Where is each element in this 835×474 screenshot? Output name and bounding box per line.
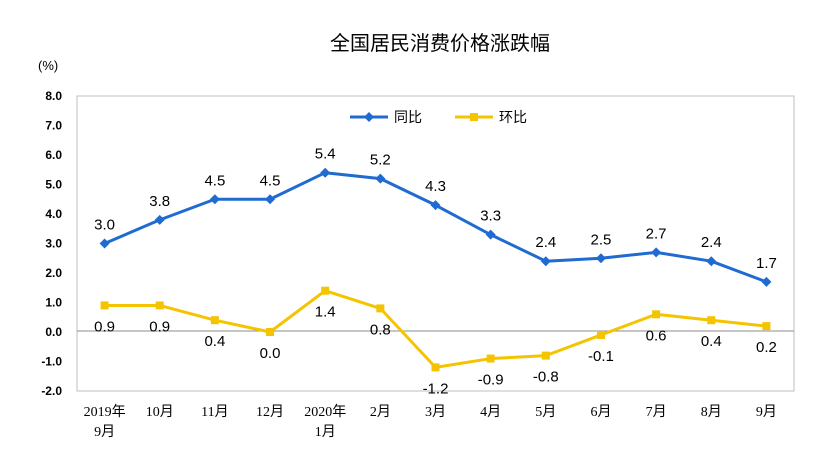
x-tick-label: 3月 [425,404,446,420]
data-point-mom [652,310,661,319]
x-tick-label: 2019年 [84,404,126,420]
x-tick-label: 7月 [646,404,667,420]
data-point-yoy [265,194,276,205]
x-tick-label: 9月 [94,424,115,440]
data-point-yoy [761,276,772,287]
data-point-mom [486,354,495,363]
data-label-yoy: 2.4 [701,234,722,251]
data-label-mom: 0.9 [149,318,170,335]
data-point-mom [541,351,550,360]
data-point-yoy [595,253,606,264]
data-label-mom: -0.1 [588,348,614,365]
data-point-yoy [99,238,110,249]
y-tick-label: 3.0 [45,237,62,251]
data-point-mom [321,286,330,295]
data-label-mom: 0.8 [370,321,391,338]
data-point-yoy [485,229,496,240]
series-line-mom [104,289,767,369]
data-label-mom: 0.2 [756,339,777,356]
data-point-mom [596,330,605,339]
data-label-yoy: 4.5 [204,172,225,189]
x-tick-label: 10月 [146,404,174,420]
data-label-mom: -0.8 [533,369,559,386]
data-point-mom [100,301,109,310]
x-tick-label: 2月 [370,404,391,420]
data-point-mom [155,301,164,310]
data-point-mom [266,328,275,336]
data-label-mom: 0.9 [94,318,115,335]
data-label-mom: 0.4 [701,333,722,350]
y-tick-label: 4.0 [45,207,62,221]
data-label-mom: 0.6 [646,327,667,344]
data-point-yoy [320,167,331,178]
data-point-yoy [209,194,220,205]
series-layer [99,167,772,372]
data-label-yoy: 4.5 [260,172,281,189]
legend: 同比 环比 [350,109,527,125]
y-axis-ticks: 8.0 7.0 6.0 5.0 4.0 3.0 2.0 1.0 0.0 -1.0 -2.0 [41,89,62,398]
x-tick-label: 8月 [701,404,722,420]
data-label-mom: -1.2 [423,380,449,397]
y-tick-label: 0.0 [45,325,62,339]
x-tick-label: 2020年 [304,404,346,420]
x-tick-label: 6月 [590,404,611,420]
x-tick-label: 5月 [535,404,556,420]
data-label-yoy: 3.3 [480,208,501,225]
legend-marker-mom [470,113,478,121]
y-tick-label: 7.0 [45,119,62,133]
data-point-mom [431,363,440,372]
x-tick-label: 9月 [756,404,777,420]
data-point-yoy [430,200,441,211]
x-tick-label: 11月 [201,404,228,420]
data-point-mom [376,304,385,313]
data-label-yoy: 5.2 [370,152,391,169]
data-labels: 3.0 3.8 4.5 4.5 5.4 5.2 4.3 3.3 2.4 2.5 2.7 2.4 1.7 0… [94,146,777,398]
chart-title: 全国居民消费价格涨跌幅 [330,32,550,55]
data-label-mom: 0.0 [260,345,281,362]
x-tick-label: 4月 [480,404,501,420]
data-point-yoy [375,173,386,184]
data-label-mom: -0.9 [478,372,504,389]
y-tick-label: -2.0 [41,384,62,398]
data-label-yoy: 1.7 [756,255,777,272]
data-point-mom [707,316,716,325]
data-label-yoy: 5.4 [315,146,336,163]
data-label-mom: 0.4 [204,333,225,350]
x-axis-ticks: 2019年 9月 10月 11月 12月 2020年 1月 2月 3月 4月 5月 6月 7月 8月 9月 [84,404,777,440]
data-point-yoy [706,256,717,267]
data-point-mom [762,322,771,331]
data-label-yoy: 3.8 [149,193,170,210]
y-tick-label: 5.0 [45,178,62,192]
x-tick-label: 1月 [315,424,336,440]
data-point-yoy [651,247,662,258]
data-label-mom: 1.4 [315,304,336,321]
legend-label-yoy: 同比 [394,109,422,125]
data-label-yoy: 4.3 [425,178,446,195]
data-point-yoy [154,214,165,225]
data-label-yoy: 2.4 [535,234,556,251]
legend-marker-yoy [364,112,374,122]
y-axis-unit: (%) [38,58,58,73]
plot-area-border [76,95,795,392]
data-label-yoy: 2.7 [646,225,667,242]
data-label-yoy: 2.5 [591,231,612,248]
data-label-yoy: 3.0 [94,217,115,234]
y-tick-label: 6.0 [45,148,62,162]
data-point-mom [210,316,219,325]
y-tick-label: 1.0 [45,296,62,310]
data-point-yoy [540,256,551,267]
legend-label-mom: 环比 [499,109,527,125]
y-tick-label: -1.0 [41,355,62,369]
y-tick-label: 8.0 [45,89,62,103]
x-tick-label: 12月 [256,404,284,420]
y-tick-label: 2.0 [45,266,62,280]
